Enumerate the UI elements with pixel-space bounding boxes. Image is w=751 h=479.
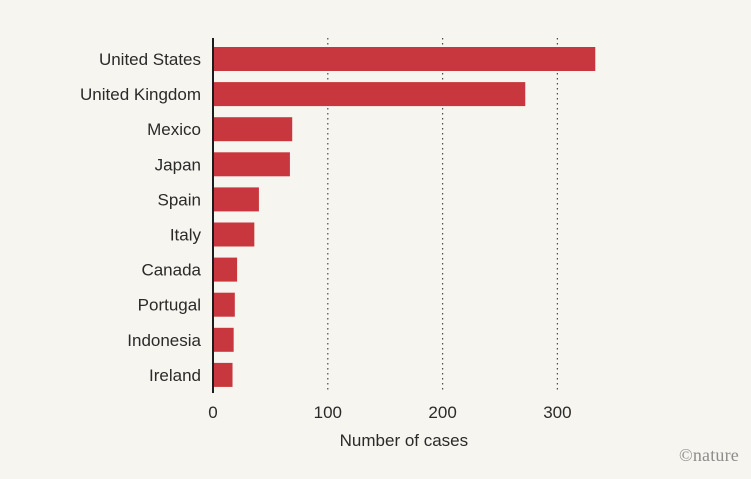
bar-mexico xyxy=(213,117,293,142)
category-label: United Kingdom xyxy=(80,85,201,104)
category-labels: United States United Kingdom Mexico Japan Sp… xyxy=(80,50,202,385)
category-label: Ireland xyxy=(149,366,201,385)
bar-italy xyxy=(213,222,255,247)
bar-indonesia xyxy=(213,327,234,352)
x-tick-label: 300 xyxy=(543,403,571,422)
bar-ireland xyxy=(213,362,233,387)
category-label: Mexico xyxy=(147,120,201,139)
gridlines xyxy=(327,38,559,393)
bar-portugal xyxy=(213,292,235,317)
bar-canada xyxy=(213,257,238,282)
category-label: United States xyxy=(99,50,201,69)
x-tick-label: 0 xyxy=(208,403,217,422)
bars xyxy=(213,47,596,387)
bar-spain xyxy=(213,187,259,212)
category-label: Japan xyxy=(155,155,201,174)
x-tick-label: 100 xyxy=(314,403,342,422)
x-axis-title: Number of cases xyxy=(340,431,469,450)
bar-japan xyxy=(213,152,290,177)
category-label: Italy xyxy=(170,226,202,245)
nature-logo: ©nature xyxy=(678,445,739,465)
x-tick-labels: 0 100 200 300 xyxy=(208,403,571,422)
x-tick-label: 200 xyxy=(428,403,456,422)
category-label: Portugal xyxy=(138,296,201,315)
category-label: Canada xyxy=(141,261,201,280)
category-label: Spain xyxy=(158,190,201,209)
category-label: Indonesia xyxy=(127,331,201,350)
bar-united-states xyxy=(213,47,596,71)
bar-united-kingdom xyxy=(213,82,526,107)
